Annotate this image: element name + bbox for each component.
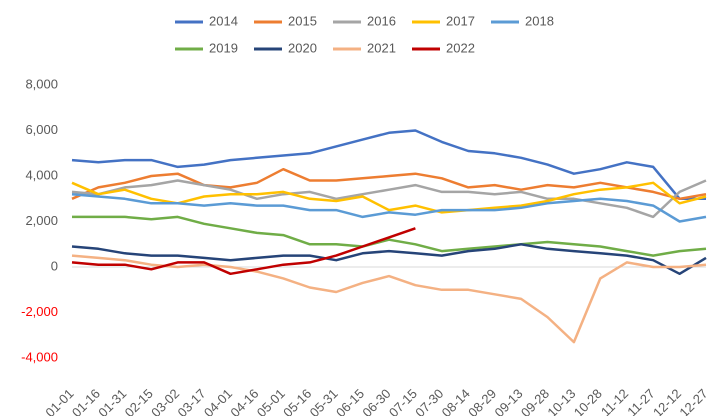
- y-tick-label: 8,000: [25, 76, 58, 91]
- series-line: [71, 243, 707, 276]
- legend-label: 2017: [446, 13, 475, 28]
- y-tick-label: 0: [51, 258, 58, 273]
- legend-label: 2018: [525, 13, 554, 28]
- series-line: [71, 181, 707, 214]
- series-line: [71, 179, 707, 219]
- legend-label: 2021: [367, 40, 396, 55]
- y-tick-label: -4,000: [21, 349, 58, 364]
- legend-label: 2020: [288, 40, 317, 55]
- series-line: [71, 227, 416, 276]
- series-line: [71, 254, 707, 344]
- y-tick-label: 4,000: [25, 167, 58, 182]
- legend-label: 2016: [367, 13, 396, 28]
- legend-label: 2022: [446, 40, 475, 55]
- series-line: [71, 167, 707, 201]
- y-tick-label: 6,000: [25, 122, 58, 137]
- x-tick-label: 12-27: [676, 386, 710, 416]
- legend-label: 2014: [209, 13, 238, 28]
- legend-label: 2015: [288, 13, 317, 28]
- series-line: [71, 192, 707, 223]
- y-tick-label: -2,000: [21, 304, 58, 319]
- y-tick-label: 2,000: [25, 213, 58, 228]
- legend-label: 2019: [209, 40, 238, 55]
- series-line: [71, 129, 706, 201]
- series-line: [72, 215, 707, 257]
